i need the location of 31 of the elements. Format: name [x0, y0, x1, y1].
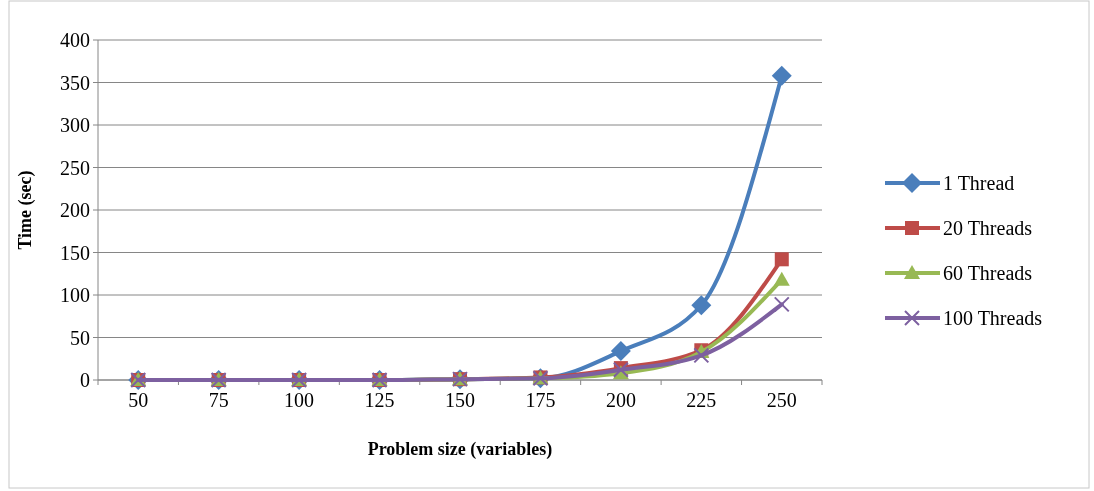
point [691, 295, 712, 316]
x-tick-label: 125 [364, 389, 395, 411]
y-tick-label: 100 [60, 284, 90, 306]
x-tick-label: 150 [445, 389, 475, 411]
point [693, 347, 710, 364]
x-tick-label: 175 [525, 389, 556, 411]
y-tick-label: 300 [60, 114, 90, 136]
legend-label: 100 Threads [943, 307, 1043, 329]
point [771, 65, 792, 86]
legend-label: 20 Threads [943, 217, 1033, 239]
y-tick-label: 250 [60, 156, 90, 179]
x-tick-label: 250 [766, 389, 797, 411]
x-tick-label: 225 [686, 389, 717, 411]
point [773, 296, 790, 313]
point [774, 252, 789, 267]
y-tick-label: 200 [60, 199, 90, 221]
x-tick-label: 75 [208, 389, 229, 411]
y-tick-label: 400 [60, 29, 90, 51]
point [610, 341, 631, 362]
y-axis-title: Time (sec) [15, 170, 36, 250]
point [773, 271, 790, 286]
y-tick-label: 50 [70, 326, 90, 349]
y-tick-label: 350 [60, 71, 90, 94]
y-tick-label: 0 [80, 369, 90, 391]
x-tick-label: 50 [128, 389, 149, 411]
x-axis-title: Problem size (variables) [367, 439, 553, 460]
x-tick-label: 100 [284, 389, 315, 411]
legend-label: 1 Thread [943, 172, 1015, 194]
y-tick-label: 150 [60, 241, 90, 264]
x-tick-label: 200 [605, 389, 636, 411]
legend-label: 60 Threads [943, 262, 1033, 284]
